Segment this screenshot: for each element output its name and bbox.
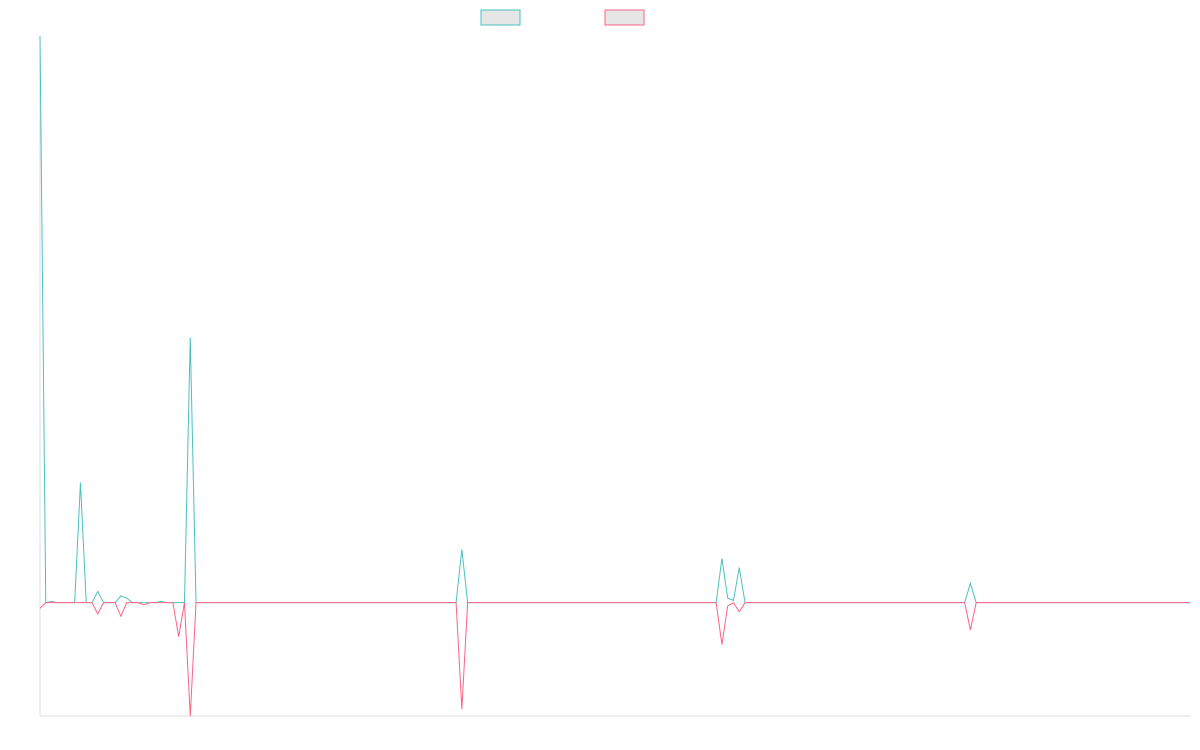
series-layer — [39, 35, 1190, 717]
series-line-2 — [39, 601, 1190, 717]
axes — [39, 36, 1190, 717]
legend-swatch-series-2[interactable] — [604, 9, 645, 26]
series-line-1 — [39, 35, 1190, 604]
legend — [480, 9, 645, 26]
legend-swatch-series-1[interactable] — [480, 9, 521, 26]
